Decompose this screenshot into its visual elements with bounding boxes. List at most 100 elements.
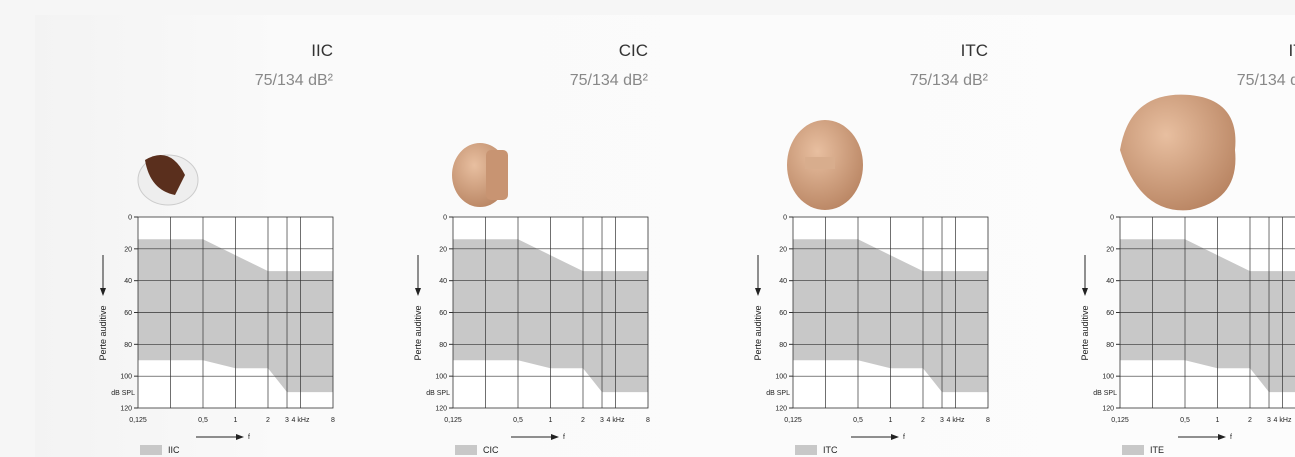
legend-swatch: [140, 445, 162, 455]
x-tick-label: 2: [1248, 417, 1252, 424]
y-tick-label: 20: [439, 246, 447, 253]
x-axis-label: f: [563, 434, 565, 441]
y-tick-label: 0: [1110, 215, 1114, 222]
product-card: ITC 75/134 dB² 0 20 40 60 80 100 120 dB SPL 0,125 0…: [753, 41, 990, 455]
x-tick-label: 4 kHz: [292, 417, 310, 424]
product-card: ITE 75/134 dB² 0 20 40 60 80 100 120 dB SPL 0,125 0…: [1080, 41, 1295, 455]
x-axis-label: f: [1230, 434, 1232, 441]
product-spec: 75/134 dB²: [570, 72, 649, 89]
product-card: CIC 75/134 dB² 0 20 40 60 80 100 120 dB SPL 0,125 0…: [413, 41, 650, 455]
y-tick-label: 40: [439, 278, 447, 285]
x-tick-label: 3: [1267, 417, 1271, 424]
y-tick-label: 0: [128, 215, 132, 222]
legend-swatch: [795, 445, 817, 455]
x-tick-label: 1: [1216, 417, 1220, 424]
x-tick-label: 1: [549, 417, 553, 424]
y-tick-label: 60: [779, 310, 787, 317]
x-tick-label: 1: [889, 417, 893, 424]
x-tick-label: 0,5: [198, 417, 208, 424]
x-tick-label: 4 kHz: [607, 417, 625, 424]
x-tick-label: 0,5: [853, 417, 863, 424]
y-tick-label: 80: [1106, 342, 1114, 349]
y-unit: dB SPL: [1093, 390, 1117, 397]
x-tick-label: 0,125: [129, 417, 147, 424]
y-unit: dB SPL: [111, 390, 135, 397]
y-arrow-head: [415, 288, 421, 296]
x-tick-label: 8: [986, 417, 990, 424]
y-tick-label: 120: [120, 406, 132, 413]
device-image: [1120, 94, 1236, 211]
y-tick-label: 20: [1106, 246, 1114, 253]
y-tick-label: 100: [775, 374, 787, 381]
x-arrow-head: [891, 434, 899, 440]
y-tick-label: 120: [1102, 406, 1114, 413]
x-tick-label: 0,5: [513, 417, 523, 424]
legend-label: ITC: [823, 445, 838, 455]
y-tick-label: 120: [435, 406, 447, 413]
y-axis-label: Perte auditive: [753, 305, 763, 360]
product-spec: 75/134 dB²: [1237, 72, 1295, 89]
x-tick-label: 0,5: [1180, 417, 1190, 424]
x-tick-label: 2: [266, 417, 270, 424]
y-tick-label: 80: [779, 342, 787, 349]
x-tick-label: 2: [581, 417, 585, 424]
y-arrow-head: [1082, 288, 1088, 296]
x-tick-label: 4 kHz: [1274, 417, 1292, 424]
product-name: ITC: [961, 41, 988, 60]
x-tick-label: 8: [331, 417, 335, 424]
y-tick-label: 100: [1102, 374, 1114, 381]
x-tick-label: 0,125: [1111, 417, 1129, 424]
hearing-range: [1120, 239, 1295, 393]
product-card: IIC 75/134 dB² 0 20 40 60 80 100 120 dB SPL 0,125 0…: [98, 41, 335, 455]
product-spec: 75/134 dB²: [910, 72, 989, 89]
y-arrow-head: [755, 288, 761, 296]
x-arrow-head: [551, 434, 559, 440]
y-tick-label: 80: [124, 342, 132, 349]
y-tick-label: 0: [443, 215, 447, 222]
x-tick-label: 1: [234, 417, 238, 424]
y-tick-label: 60: [1106, 310, 1114, 317]
y-tick-label: 0: [783, 215, 787, 222]
x-tick-label: 3: [600, 417, 604, 424]
y-tick-label: 100: [435, 374, 447, 381]
x-tick-label: 4 kHz: [947, 417, 965, 424]
legend-swatch: [455, 445, 477, 455]
y-axis-label: Perte auditive: [413, 305, 423, 360]
x-arrow-head: [1218, 434, 1226, 440]
legend-label: ITE: [1150, 445, 1164, 455]
x-tick-label: 2: [921, 417, 925, 424]
device-image: [452, 143, 508, 207]
y-unit: dB SPL: [426, 390, 450, 397]
x-tick-label: 0,125: [784, 417, 802, 424]
device-image: [137, 154, 199, 206]
y-tick-label: 80: [439, 342, 447, 349]
y-tick-label: 60: [439, 310, 447, 317]
y-tick-label: 20: [124, 246, 132, 253]
y-tick-label: 100: [120, 374, 132, 381]
y-tick-label: 40: [1106, 278, 1114, 285]
product-spec: 75/134 dB²: [255, 72, 334, 89]
y-axis-label: Perte auditive: [98, 305, 108, 360]
y-tick-label: 60: [124, 310, 132, 317]
legend-label: IIC: [168, 445, 180, 455]
legend-swatch: [1122, 445, 1144, 455]
product-name: IIC: [311, 41, 333, 60]
x-axis-label: f: [903, 434, 905, 441]
product-name: CIC: [619, 41, 648, 60]
x-tick-label: 0,125: [444, 417, 462, 424]
x-arrow-head: [236, 434, 244, 440]
legend-label: CIC: [483, 445, 499, 455]
x-tick-label: 3: [285, 417, 289, 424]
y-tick-label: 20: [779, 246, 787, 253]
y-unit: dB SPL: [766, 390, 790, 397]
y-tick-label: 40: [124, 278, 132, 285]
device-image: [787, 120, 863, 210]
y-arrow-head: [100, 288, 106, 296]
x-axis-label: f: [248, 434, 250, 441]
product-name: ITE: [1289, 41, 1295, 60]
y-axis-label: Perte auditive: [1080, 305, 1090, 360]
x-tick-label: 3: [940, 417, 944, 424]
x-tick-label: 8: [646, 417, 650, 424]
y-tick-label: 120: [775, 406, 787, 413]
